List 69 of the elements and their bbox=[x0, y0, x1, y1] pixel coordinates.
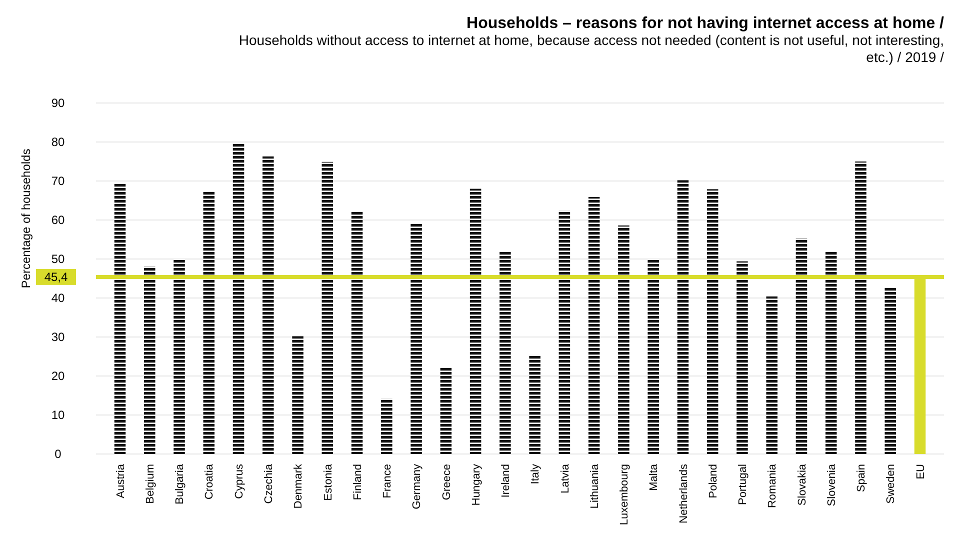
bar bbox=[618, 225, 630, 454]
x-tick-label: Belgium bbox=[144, 464, 156, 504]
bar bbox=[558, 210, 570, 454]
y-tick-label: 10 bbox=[51, 408, 65, 422]
bar bbox=[114, 182, 126, 454]
bar bbox=[232, 143, 244, 454]
bar bbox=[825, 252, 837, 454]
bar bbox=[262, 156, 274, 454]
x-tick-label: Netherlands bbox=[678, 464, 690, 524]
x-tick-label: Sweden bbox=[885, 464, 898, 504]
y-tick-label: 30 bbox=[51, 330, 65, 344]
y-tick-label: 90 bbox=[51, 96, 65, 110]
x-tick-label: Poland bbox=[707, 464, 720, 498]
x-tick-label: Luxembourg bbox=[618, 464, 631, 526]
x-tick-label: EU bbox=[914, 464, 927, 480]
bar bbox=[292, 336, 304, 454]
x-tick-label: Bulgaria bbox=[174, 463, 186, 504]
x-tick-label: Slovenia bbox=[826, 463, 838, 506]
bar bbox=[440, 367, 452, 454]
x-tick-label: Italy bbox=[530, 464, 542, 484]
x-tick-label: Ireland bbox=[500, 464, 512, 498]
x-tick-label: Germany bbox=[411, 464, 424, 510]
x-tick-label: Croatia bbox=[204, 463, 216, 500]
y-tick-label: 60 bbox=[51, 213, 65, 228]
bar bbox=[410, 224, 422, 454]
y-axis-title: Percentage of households bbox=[19, 148, 33, 288]
y-tick-label: 40 bbox=[51, 291, 65, 306]
bar bbox=[174, 259, 185, 454]
y-tick-label: 0 bbox=[54, 447, 62, 462]
bar bbox=[144, 266, 156, 454]
bar bbox=[381, 398, 392, 454]
x-tick-label: Slovakia bbox=[796, 463, 808, 506]
y-tick-label: 70 bbox=[51, 174, 65, 188]
chart-subtitle: Households without access to internet at home, because access not needed (content is not useful, not interesting, etc.) / 2019 / bbox=[238, 32, 944, 66]
x-tick-label: Finland bbox=[352, 464, 364, 500]
x-tick-label: Denmark bbox=[292, 464, 305, 509]
bar bbox=[588, 196, 600, 454]
x-tick-label: Romania bbox=[766, 463, 779, 508]
x-tick-label: Estonia bbox=[322, 463, 334, 501]
x-tick-label: Greece bbox=[440, 464, 453, 500]
x-tick-label: Austria bbox=[114, 463, 127, 498]
bar bbox=[677, 180, 689, 454]
bar bbox=[884, 288, 896, 454]
bar bbox=[500, 252, 511, 454]
y-tick-label: 80 bbox=[51, 135, 65, 150]
ref-line-label: 45,4 bbox=[44, 270, 68, 284]
x-tick-label: Malta bbox=[648, 463, 660, 491]
x-tick-label: Portugal bbox=[737, 464, 750, 505]
bar bbox=[351, 211, 363, 454]
x-tick-label: France bbox=[382, 464, 394, 498]
x-tick-label: Latvia bbox=[559, 463, 572, 494]
x-tick-label: Cyprus bbox=[233, 464, 246, 499]
chart-title: Households – reasons for not having internet access at home / bbox=[466, 15, 945, 32]
bar bbox=[736, 261, 748, 454]
x-tick-label: Hungary bbox=[470, 464, 482, 506]
bar bbox=[470, 188, 482, 454]
bar bbox=[796, 238, 808, 454]
bar bbox=[766, 296, 778, 454]
bar bbox=[855, 162, 866, 454]
y-tick-label: 20 bbox=[51, 369, 65, 384]
bar bbox=[706, 189, 718, 454]
bar bbox=[203, 192, 215, 454]
bar bbox=[322, 162, 334, 454]
y-tick-label: 50 bbox=[51, 252, 65, 266]
x-tick-label: Spain bbox=[856, 464, 868, 492]
x-tick-label: Czechia bbox=[263, 463, 275, 504]
bar bbox=[529, 354, 540, 454]
x-tick-label: Lithuania bbox=[588, 463, 601, 509]
bar bbox=[648, 260, 659, 454]
